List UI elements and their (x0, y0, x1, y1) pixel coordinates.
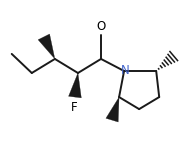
Text: O: O (96, 20, 106, 33)
Polygon shape (69, 73, 81, 98)
Polygon shape (106, 97, 119, 122)
Polygon shape (38, 34, 55, 59)
Text: N: N (121, 64, 130, 78)
Text: F: F (71, 101, 77, 114)
